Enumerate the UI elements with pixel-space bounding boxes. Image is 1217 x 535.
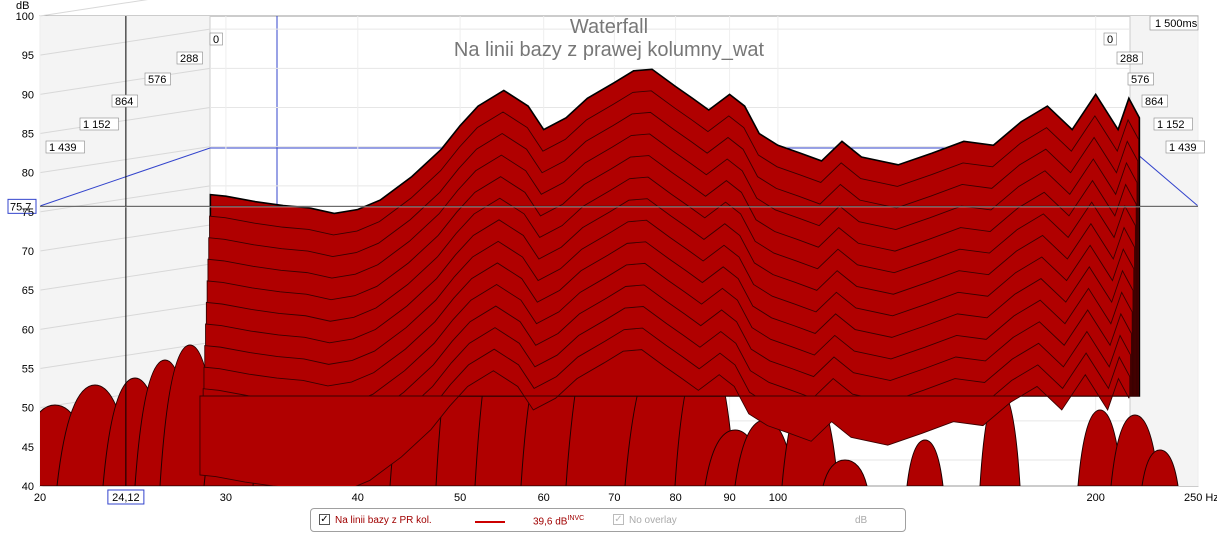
decay-blob <box>1141 449 1179 486</box>
x-tick-label: 20 <box>34 492 46 504</box>
cursor-y-label: 75,7 <box>10 201 31 213</box>
depth-tick-label: 0 <box>1107 34 1113 46</box>
depth-tick-label: 288 <box>1120 53 1138 65</box>
x-tick-label: 50 <box>454 492 466 504</box>
depth-tick-label: 1 439 <box>1169 142 1197 154</box>
depth-tick-label: 576 <box>1131 74 1149 86</box>
cursor-x-label: 24,12 <box>112 492 140 504</box>
depth-tick-box <box>45 140 85 154</box>
series-line-swatch <box>475 521 505 523</box>
depth-tick-box <box>176 51 203 65</box>
x-tick-label: 70 <box>608 492 620 504</box>
depth-tick-box <box>1116 51 1143 65</box>
cursor[interactable]: 75,7 24,12 <box>7 16 1198 505</box>
depth-tick-label: 0 <box>213 34 219 46</box>
y-tick-label: 90 <box>22 89 34 101</box>
chart-title: Waterfall <box>570 16 648 38</box>
depth-axis: 0 0 288 288 576 576 864 864 1 152 1 152 1 439 1 439… <box>45 15 1205 154</box>
depth-tick-label: 576 <box>148 74 166 86</box>
y-gridline-front <box>39 107 211 134</box>
depth-tick-box <box>209 32 223 46</box>
depth-tick-box <box>1103 32 1117 46</box>
x-tick-label: 40 <box>352 492 364 504</box>
x-tick-label: 250 Hz <box>1184 492 1217 504</box>
depth-tick-box <box>1153 117 1193 131</box>
x-tick-label: 80 <box>669 492 681 504</box>
axis-ticks: 40 45 50 55 60 65 70 75 80 85 90 95 100 20 30 40 50 60 70 8… <box>16 11 1217 504</box>
x-tick-label: 100 <box>769 492 787 504</box>
y-tick-label: 60 <box>22 324 34 336</box>
y-gridline-front <box>39 28 211 56</box>
cursor-y-label-box <box>7 198 37 214</box>
depth-tick-box <box>1127 72 1154 86</box>
waterfall-slice <box>199 349 1130 486</box>
y-tick-label: 70 <box>22 246 34 258</box>
y-tick-label: 50 <box>22 403 34 415</box>
decay-blob <box>906 439 944 486</box>
depth-tick-box <box>79 117 119 131</box>
x-tick-label: 200 <box>1087 492 1105 504</box>
y-gridline-front <box>39 146 211 174</box>
y-gridline-front <box>39 302 211 330</box>
series-name: Na linii bazy z PR kol. <box>335 515 432 526</box>
y-gridline-front <box>39 0 148 17</box>
depth-end-label: 1 500ms <box>1155 18 1198 30</box>
y-tick-label: 85 <box>22 129 34 141</box>
depth-tick-box <box>144 72 171 86</box>
x-tick-label: 90 <box>723 492 735 504</box>
depth-tick-label: 1 152 <box>83 119 111 131</box>
y-tick-label: 100 <box>16 11 34 23</box>
overlay-checkbox[interactable]: ✓ <box>613 514 624 525</box>
x-tick-label: 30 <box>220 492 232 504</box>
y-gridline-front <box>39 185 211 213</box>
y-axis-unit-label: dB <box>16 0 29 12</box>
waterfall-slices <box>199 68 1141 486</box>
y-tick-label: 45 <box>22 442 34 454</box>
x-tick-label: 60 <box>538 492 550 504</box>
chart-subtitle: Na linii bazy z prawej kolumny_wat <box>454 39 765 61</box>
y-gridline-front <box>39 67 211 95</box>
series-value: 39,6 dBINVC <box>533 515 585 528</box>
depth-tick-box <box>111 94 138 108</box>
depth-tick-box <box>1165 140 1205 154</box>
legend-bar: ✓ Na linii bazy z PR kol. 39,6 dBINVC ✓ … <box>310 508 906 532</box>
y-gridline-front <box>39 342 211 369</box>
series-checkbox[interactable]: ✓ <box>319 514 330 525</box>
y-tick-label: 55 <box>22 364 34 376</box>
overlay-unit: dB <box>855 515 868 526</box>
y-gridline-front <box>39 263 211 291</box>
cursor-x-label-box <box>107 489 145 505</box>
depth-tick-label: 864 <box>1145 96 1163 108</box>
decay-blob <box>822 459 868 486</box>
depth-tick-label: 864 <box>115 96 133 108</box>
y-tick-label: 95 <box>22 50 34 62</box>
right-wall <box>1130 16 1198 486</box>
y-tick-label: 40 <box>22 481 34 493</box>
depth-end-box <box>1149 15 1199 31</box>
y-tick-label: 80 <box>22 168 34 180</box>
depth-tick-label: 1 439 <box>49 142 77 154</box>
depth-tick-label: 1 152 <box>1157 119 1185 131</box>
y-gridline-front <box>39 224 211 252</box>
y-tick-label: 65 <box>22 285 34 297</box>
overlay-label: No overlay <box>629 515 677 526</box>
depth-tick-label: 288 <box>180 53 198 65</box>
depth-tick-box <box>1141 94 1168 108</box>
y-tick-label: 75 <box>22 207 34 219</box>
